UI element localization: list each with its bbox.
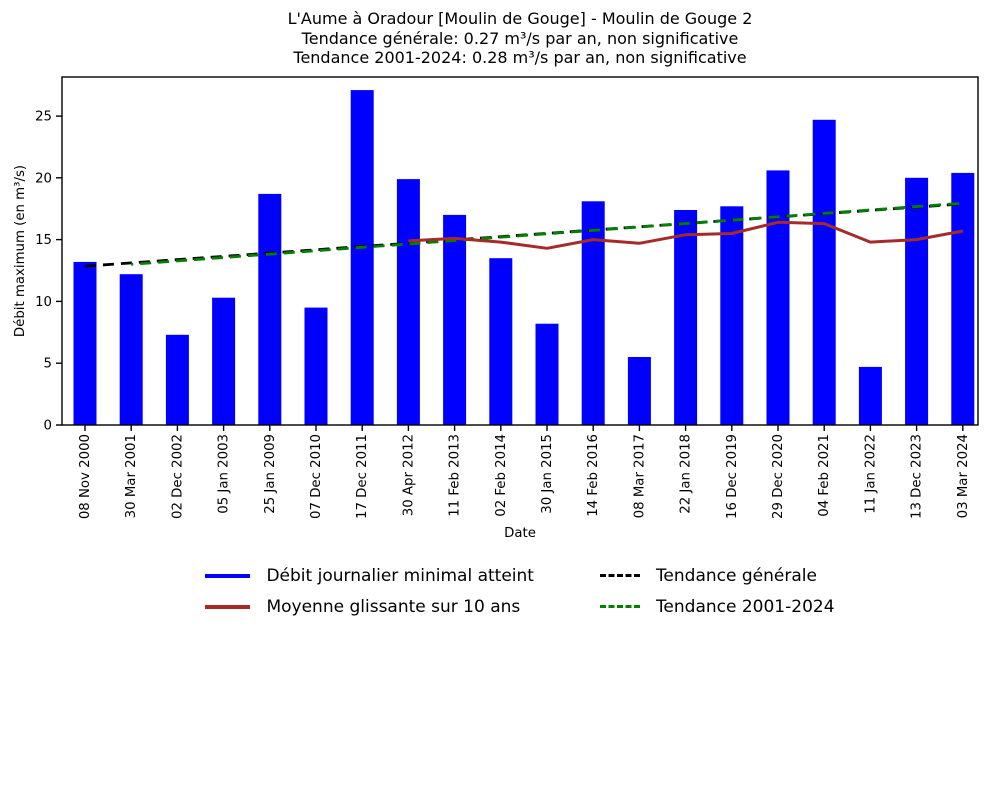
y-tick-label: 10 [35,295,52,310]
bar [304,307,328,425]
chart-title-line-3: Tendance 2001-2024: 0.28 m³/s par an, no… [293,48,747,67]
x-tick-label: 29 Dec 2020 [771,434,786,519]
y-tick-label: 20 [35,171,52,186]
x-tick-label: 05 Jan 2003 [217,434,232,514]
x-tick-label: 17 Dec 2011 [355,434,370,519]
legend-item: Débit journalier minimal atteint [205,565,534,586]
chart-legend: Débit journalier minimal atteint Moyenne … [62,560,978,622]
chart-title: L'Aume à Oradour [Moulin de Gouge] - Mou… [62,9,978,68]
legend-swatch-line-icon [205,604,251,609]
x-tick-label: 08 Nov 2000 [78,434,93,519]
legend-item: Moyenne glissante sur 10 ans [205,597,533,617]
bar [212,297,236,425]
trend-2001-2024-line [131,201,963,266]
x-tick-label: 30 Mar 2001 [124,434,139,518]
legend-swatch-line-icon [205,573,251,578]
bar [73,261,97,425]
y-axis-label: Débit maximum (en m³/s) [12,165,28,337]
legend-swatch-dashed-line-icon [599,605,640,608]
x-tick-label: 11 Jan 2022 [863,434,878,514]
legend-label: Débit journalier minimal atteint [266,565,534,586]
rolling-mean-line [408,220,964,250]
bar [905,177,929,425]
x-tick-label: 30 Apr 2012 [401,434,416,516]
bar-chart-plot-area: 0 5 10 15 20 25 08 Nov 2000 30 Mar 2001 02 Dec 2… [12,76,979,541]
bar [350,90,374,425]
bar [627,357,651,425]
x-tick-label: 13 Dec 2023 [910,434,925,519]
x-tick-label: 08 Mar 2017 [632,434,647,518]
y-tick-label: 0 [44,419,52,434]
bar [812,119,836,426]
y-tick-label: 5 [44,357,52,372]
legend-item: Tendance 2001-2024 [599,596,835,617]
chart-title-line-1: L'Aume à Oradour [Moulin de Gouge] - Mou… [287,9,753,28]
x-tick-label: 02 Dec 2002 [170,434,185,519]
bar [581,201,605,425]
plot-border [61,76,979,426]
bar [119,274,143,425]
x-tick-label: 30 Jan 2015 [540,434,555,514]
x-axis-label: Date [504,526,536,541]
x-tick-label: 25 Jan 2009 [263,434,278,514]
bar [766,170,790,425]
bar [443,214,467,425]
chart-title-line-2: Tendance générale: 0.27 m³/s par an, non… [301,28,739,48]
bar [258,193,282,425]
legend-item: Tendance générale [599,565,835,586]
legend-label: Tendance 2001-2024 [655,596,835,617]
x-tick-label: 22 Jan 2018 [679,434,694,514]
x-tick-label: 11 Feb 2013 [448,434,463,517]
x-tick-label: 04 Feb 2021 [817,434,832,517]
legend-swatch-dashed-line-icon [599,574,640,577]
bar [165,334,189,425]
bar [535,323,559,425]
bar [396,179,420,425]
x-tick-label: 02 Feb 2014 [494,434,509,517]
legend-label: Moyenne glissante sur 10 ans [266,596,521,617]
x-tick-label: 14 Feb 2016 [586,434,601,517]
bar [858,366,882,425]
x-tick-label: 07 Dec 2010 [309,434,324,519]
y-tick-label: 25 [35,110,52,125]
x-tick-label: 16 Dec 2019 [725,434,740,519]
bar [674,210,698,425]
x-tick-label: 03 Mar 2024 [956,434,971,518]
bar [951,172,975,425]
bar [489,258,513,425]
y-tick-label: 15 [35,233,52,248]
legend-label: Tendance générale [655,565,817,586]
bar [720,206,744,425]
